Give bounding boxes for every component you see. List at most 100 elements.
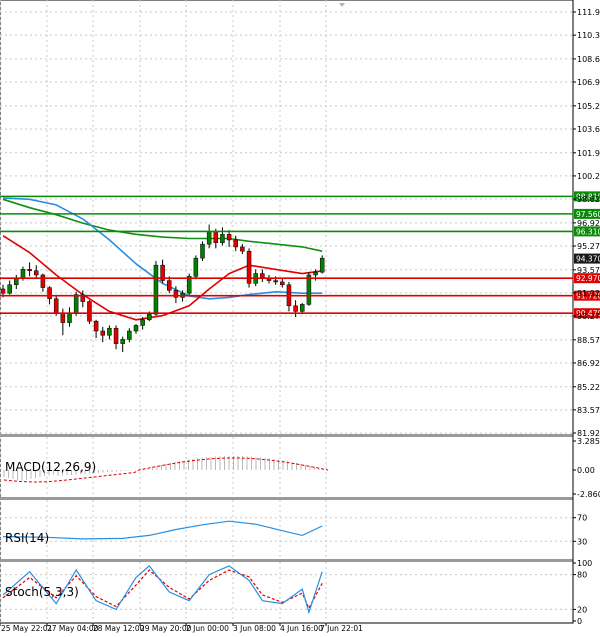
stoch-tick-label: 20 bbox=[577, 605, 587, 614]
candle-body bbox=[73, 294, 79, 314]
candle-body bbox=[200, 243, 205, 259]
candle bbox=[193, 255, 199, 280]
price-tick-label: 108.620 bbox=[577, 55, 600, 64]
rsi-label: RSI(14) bbox=[5, 531, 49, 545]
candle-body bbox=[60, 312, 66, 323]
candle bbox=[167, 276, 172, 294]
candle-body bbox=[153, 264, 159, 315]
time-tick-label: 27 May 04:00 bbox=[47, 624, 99, 633]
time-tick-label: 28 May 12:00 bbox=[93, 624, 145, 633]
macd-label: MACD(12,26,9) bbox=[5, 460, 96, 474]
macd-tick-label: 0.00 bbox=[577, 466, 595, 475]
horizontal-levels[interactable]: 98.810 97.560 96.310 92.970 91.720 90.470 bbox=[0, 191, 600, 319]
candle bbox=[7, 280, 12, 295]
candle bbox=[120, 336, 125, 353]
candle-body bbox=[193, 257, 199, 277]
candle-body bbox=[313, 271, 318, 276]
stoch-tick-label: 80 bbox=[577, 571, 587, 580]
level-tag-label: 97.560 bbox=[576, 210, 600, 219]
candle bbox=[200, 241, 205, 261]
candle bbox=[246, 248, 252, 288]
candle-body bbox=[7, 284, 12, 294]
scroll-marker-icon[interactable] bbox=[339, 3, 345, 7]
macd-tick-label: 3.2851 bbox=[577, 437, 600, 446]
rsi-panel: 70 30 bbox=[0, 514, 587, 546]
rsi-tick-label: 70 bbox=[577, 514, 587, 523]
candle bbox=[186, 273, 192, 296]
candle-body bbox=[40, 274, 46, 288]
level-tag-label: 96.310 bbox=[576, 227, 600, 236]
candle-body bbox=[67, 312, 72, 323]
candle bbox=[113, 325, 119, 350]
candle-body bbox=[240, 246, 245, 252]
time-tick-label: 25 May 22:01 bbox=[1, 624, 53, 633]
level-tag bbox=[574, 208, 600, 219]
stoch-tick-label: 100 bbox=[577, 559, 592, 568]
panel-separator bbox=[0, 434, 573, 437]
candle-body bbox=[127, 330, 132, 340]
ma-long-line bbox=[2, 198, 323, 252]
moving-averages bbox=[2, 197, 323, 321]
price-tick-label: 106.970 bbox=[577, 78, 600, 87]
candle-body bbox=[260, 273, 265, 279]
candle bbox=[173, 286, 179, 303]
panel-separator bbox=[0, 497, 573, 500]
candle bbox=[306, 272, 312, 306]
candle-body bbox=[246, 250, 252, 284]
candle bbox=[87, 300, 92, 325]
candle-body bbox=[280, 281, 285, 286]
candle-body bbox=[147, 313, 152, 321]
price-tick-label: 86.920 bbox=[577, 359, 600, 368]
level-tag bbox=[574, 273, 600, 284]
gridlines bbox=[0, 0, 573, 623]
candle-body bbox=[173, 290, 179, 298]
candle bbox=[14, 274, 19, 289]
macd-panel: 3.2851 0.00 -2.8606 bbox=[3, 437, 600, 499]
candle bbox=[266, 274, 272, 284]
candle-body bbox=[140, 319, 145, 326]
candle bbox=[319, 255, 325, 274]
level-tag-label: 90.470 bbox=[576, 309, 600, 318]
candle-body bbox=[220, 234, 225, 243]
time-tick-label: 4 Jun 16:00 bbox=[280, 624, 323, 633]
candle bbox=[34, 265, 39, 278]
candle-body bbox=[273, 280, 278, 283]
candle-body bbox=[100, 330, 105, 336]
candle-body bbox=[300, 304, 305, 312]
candle bbox=[107, 325, 112, 340]
price-tick-label: 110.320 bbox=[577, 31, 600, 40]
candle bbox=[40, 273, 46, 292]
candle-body bbox=[133, 325, 139, 332]
price-axis: 111.970 110.320 108.620 106.970 105.270 103.6… bbox=[573, 8, 600, 438]
macd-tick-label: -2.8606 bbox=[577, 490, 600, 499]
candle-body bbox=[206, 231, 212, 245]
candle-body bbox=[20, 269, 26, 279]
price-tick-label: 88.570 bbox=[577, 336, 600, 345]
current-price-label: 94.370 bbox=[576, 255, 600, 264]
panel-separator bbox=[0, 559, 573, 562]
level-tag-label: 92.970 bbox=[576, 274, 600, 283]
candle bbox=[100, 326, 105, 343]
price-tick-label: 95.270 bbox=[577, 242, 600, 251]
candle-body bbox=[47, 287, 52, 300]
candle bbox=[280, 277, 285, 288]
candle bbox=[93, 319, 99, 339]
price-tick-label: 93.570 bbox=[577, 266, 600, 275]
candle bbox=[226, 230, 232, 247]
candle-body bbox=[93, 320, 99, 332]
candle-body bbox=[113, 327, 119, 344]
level-tag bbox=[574, 290, 600, 301]
candle-body bbox=[167, 280, 172, 291]
candle bbox=[286, 281, 292, 312]
candle bbox=[133, 324, 139, 334]
candle-body bbox=[80, 294, 86, 302]
candle bbox=[260, 269, 265, 282]
candle-body bbox=[120, 339, 125, 344]
macd-signal-line bbox=[3, 457, 329, 483]
stoch-panel: 100 80 20 0 bbox=[0, 559, 592, 626]
candle bbox=[140, 316, 145, 330]
candle-body bbox=[53, 298, 59, 314]
